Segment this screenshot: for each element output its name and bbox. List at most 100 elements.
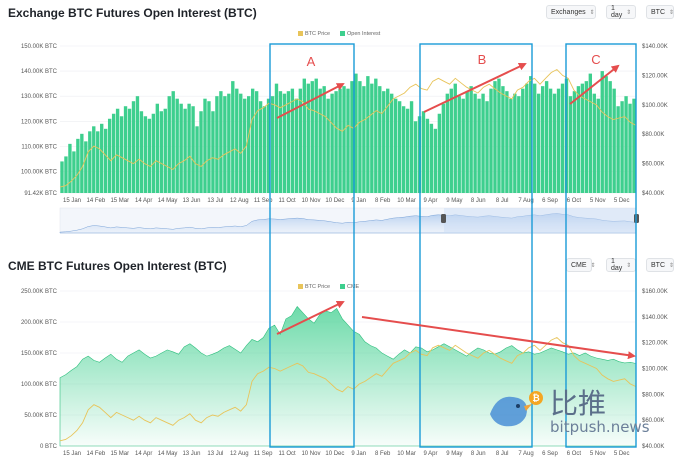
oi-bar [318, 88, 322, 193]
bot-y-right-tick-label: $140.00K [642, 315, 668, 321]
oi-bar [485, 101, 489, 193]
oi-bar [513, 93, 517, 193]
oi-bar [493, 81, 497, 193]
bot-x-tick-label: 6 Oct [567, 451, 582, 457]
top-x-tick-label: 13 Jul [207, 198, 223, 204]
bot-x-tick-label: 14 Apr [135, 451, 152, 457]
top-chart-title: Exchange BTC Futures Open Interest (BTC) [8, 6, 257, 20]
arrow-c-top [569, 64, 620, 105]
oi-bar [632, 98, 636, 193]
oi-bar [119, 116, 124, 193]
top-y-left-tick-label: 150.00K BTC [21, 44, 58, 50]
annotation-letter-a: A [307, 54, 316, 69]
oi-bar [445, 93, 449, 193]
oi-bar [203, 98, 207, 193]
oi-bar [358, 81, 362, 193]
top-x-tick-label: 9 May [446, 198, 462, 204]
up-down-chevron-icon: ⇕ [669, 9, 675, 16]
unit-select-bottom[interactable]: BTC ⇕ [646, 258, 674, 272]
highlight-box-c [565, 43, 637, 448]
unit-select-top-label: BTC [651, 8, 665, 16]
arrow-decline-bottom [361, 316, 636, 360]
top-x-tick-label: 12 Aug [230, 198, 249, 204]
oi-bar [505, 91, 509, 193]
oi-bar [354, 73, 358, 193]
oi-bar [378, 86, 382, 193]
bot-x-tick-label: 10 Dec [325, 451, 344, 457]
bot-y-right-tick-label: $100.00K [642, 367, 668, 373]
oi-bar [489, 88, 493, 193]
oi-bar [147, 118, 152, 193]
oi-bar [525, 83, 529, 193]
bot-x-tick-label: 10 Mar [397, 451, 416, 457]
top-x-tick-label: 10 Mar [397, 198, 416, 204]
interval-select-bottom[interactable]: 1 day ⇕ [606, 258, 636, 272]
bot-x-tick-label: 15 Mar [110, 451, 129, 457]
top-x-tick-label: 14 May [158, 198, 178, 204]
up-down-chevron-icon: ⇕ [589, 9, 595, 16]
oi-bar [103, 128, 108, 193]
unit-select-top[interactable]: BTC ⇕ [646, 5, 674, 19]
oi-bar [72, 151, 76, 193]
up-down-chevron-icon: ⇕ [626, 9, 632, 16]
bot-x-tick-label: 10 Nov [301, 451, 320, 457]
oi-bar [588, 73, 593, 193]
bot-x-tick-label: 8 Jun [471, 451, 486, 457]
oi-bar [254, 91, 259, 193]
oi-bar [338, 88, 342, 193]
oi-bar [552, 93, 557, 193]
oi-bar [592, 93, 596, 193]
oi-bar [219, 91, 223, 193]
oi-bar [171, 91, 175, 193]
oi-bar [274, 83, 279, 193]
oi-bar [401, 106, 406, 193]
bot-x-tick-label: 9 Apr [423, 451, 437, 457]
exchanges-select[interactable]: Exchanges ⇕ [546, 5, 596, 19]
oi-bar [235, 88, 239, 193]
bot-y-left-tick-label: 250.00K BTC [21, 289, 58, 295]
top-y-left-tick-label: 120.00K BTC [21, 119, 58, 125]
oi-bar [536, 93, 541, 193]
oi-bar [584, 81, 589, 193]
top-x-tick-label: 8 Jul [496, 198, 509, 204]
top-btc-price-line [59, 68, 637, 188]
bot-x-tick-label: 13 Jul [207, 451, 223, 457]
up-down-chevron-icon: ⇕ [669, 262, 675, 269]
bot-y-left-tick-label: 0 BTC [40, 444, 58, 450]
top-y-left-tick-label: 130.00K BTC [21, 94, 58, 100]
oi-bar [195, 126, 199, 193]
arrow-b-top [423, 62, 527, 113]
oi-bar [282, 93, 287, 193]
oi-bar [624, 96, 628, 193]
oi-bar [612, 88, 616, 193]
top-legend-label: BTC Price [305, 31, 330, 37]
oi-bar [310, 81, 314, 193]
top-x-tick-label: 6 Sep [542, 198, 558, 204]
oi-bar [346, 88, 350, 193]
bot-x-tick-label: 7 Aug [518, 451, 533, 457]
oi-bar [608, 81, 612, 193]
oi-bar [469, 86, 473, 193]
oi-bar [560, 83, 565, 193]
top-y-right-tick-label: $100.00K [642, 103, 668, 109]
oi-bar [600, 71, 604, 193]
oi-bar [572, 91, 577, 193]
watermark-brand: 比推 [550, 387, 607, 420]
oi-bar [322, 86, 326, 193]
oi-bar [521, 88, 525, 193]
top-y-right-tick-label: $60.00K [642, 162, 664, 168]
oi-bar [628, 103, 632, 193]
interval-select-top[interactable]: 1 day ⇕ [606, 5, 636, 19]
range-slider-preview [59, 213, 637, 234]
cme-select-label: CME [571, 261, 587, 269]
oi-bar [473, 93, 477, 193]
oi-bar [179, 103, 183, 193]
oi-bar [262, 106, 267, 193]
oi-bar [100, 123, 104, 193]
range-slider-left-handle [441, 214, 446, 223]
top-legend-swatch [340, 31, 345, 36]
arrow-a-bottom [276, 301, 345, 335]
oi-bar [258, 101, 263, 193]
top-x-tick-label: 5 Dec [614, 198, 630, 204]
top-y-right-tick-label: $80.00K [642, 132, 664, 138]
